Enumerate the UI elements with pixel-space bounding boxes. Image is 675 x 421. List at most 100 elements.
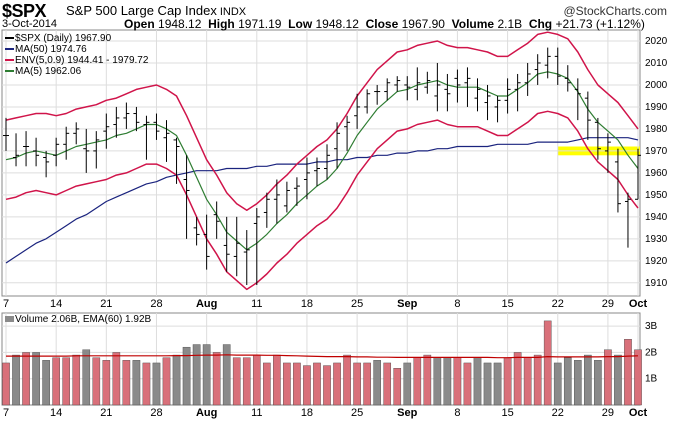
volume-value: 2.1B [497,17,523,31]
volume-bar [22,352,30,406]
legend-price: $SPX (Daily) 1967.90 [5,33,111,44]
price-tick-label: 1920 [645,256,668,267]
volume-x-tick-label: 25 [351,407,363,419]
volume-bar [403,362,412,406]
volume-bar [333,362,341,406]
ohlc-bar [614,148,621,213]
open-label: Open [124,17,155,31]
exchange-label: INDX [219,6,247,18]
volume-x-tick-label: 15 [501,407,513,419]
ohlc-bar [564,65,571,92]
price-x-tick-label: 15 [501,298,513,310]
ohlc-bar [464,67,471,107]
ma5-line [5,71,639,251]
ohlc-bar [133,106,140,132]
volume-bar [503,357,512,406]
ohlc-bar [494,95,501,123]
price-tick-label: 1970 [645,146,668,157]
volume-bar [323,365,331,406]
volume-bar [604,349,612,406]
index-name-text: S&P 500 Large Cap Index [66,3,217,18]
volume-x-tick-label: Sep [397,407,417,419]
ohlc-bar [303,157,310,200]
price-tick-label: 1910 [645,278,668,289]
price-x-tick-label: 8 [454,298,460,310]
ohlc-bar [334,122,341,169]
volume-bar [92,357,101,406]
volume-bar [443,357,452,406]
ma5-swatch [5,70,14,73]
ohlc-bar [354,93,361,129]
ohlc-bar [53,137,60,167]
price-tick-label: 1950 [645,190,668,201]
price-x-tick-label: 28 [150,298,162,310]
ma50-swatch [5,48,14,51]
ohlc-bar [434,62,441,112]
ohlc-bar [33,137,40,167]
ohlc-bar [173,137,180,184]
volume-swatch [5,316,14,323]
volume-bar [273,354,281,406]
ohlc-bar [193,216,200,246]
open-value: 1948.12 [158,17,202,31]
volume-x-tick-label: 29 [602,407,614,419]
ohlc-bar [344,115,351,151]
volume-bar [453,357,462,406]
legend-envelope-text: ENV(5,0.9) 1944.41 - 1979.72 [15,55,149,66]
stockcharts-brand[interactable]: @StockCharts.com [563,4,667,18]
volume-x-tick-label: 22 [552,407,564,419]
legend-ma50: MA(50) 1974.76 [5,44,87,55]
volume-x-tick-label: 7 [3,407,9,419]
price-x-tick-label: 18 [301,298,313,310]
volume-bar [483,362,492,406]
price-x-tick-label: 7 [3,298,9,310]
ohlc-bar [273,179,280,224]
volume-bar [543,320,552,406]
volume-bar [172,354,181,406]
volume-bar [52,357,60,406]
legend-ma50-text: MA(50) 1974.76 [15,44,87,55]
volume-bar [62,357,71,406]
ohlc-bar [404,76,411,101]
price-tick-label: 2010 [645,58,668,69]
volume-bar [353,362,361,406]
volume-bar [122,360,131,406]
ohlc-bar [263,192,270,228]
volume-bar [152,362,161,406]
ohlc-bar [183,155,190,239]
change-value: +21.73 (+1.12%) [555,17,645,31]
volume-bar [553,362,562,406]
ohlc-bar [374,84,381,105]
volume-x-tick-label: Oct [629,407,648,419]
price-x-tick-label: Oct [629,298,648,310]
ohlc-bar [554,47,561,85]
volume-bar [594,360,602,406]
volume-bar [313,362,321,406]
ohlc-bar [253,208,260,286]
price-tick-label: 1930 [645,234,668,245]
ohlc-bar [3,117,9,151]
ohlc-bar [283,181,290,213]
ohlc-bar [504,78,511,114]
envelope-lower-line [5,110,639,291]
volume-bar [202,344,211,406]
volume-bar [232,357,241,406]
volume-tick-label: 1B [645,374,658,385]
price-x-tick-label: 22 [552,298,564,310]
ohlc-bar [313,157,320,187]
legend-volume-text: Volume 2.06B, EMA(60) 1.92B [15,314,152,325]
volume-bar [413,357,422,406]
price-tick-label: 1980 [645,124,668,135]
volume-bar [212,352,221,406]
ohlc-bar [233,216,240,277]
volume-bar [222,344,231,406]
ohlc-bar [604,133,611,173]
ohlc-bar [594,117,601,160]
quote-summary: Open 1948.12 High 1971.19 Low 1948.12 Cl… [124,17,645,31]
volume-bar [343,354,351,406]
volume-bar [433,357,442,406]
price-x-tick-label: 21 [100,298,112,310]
volume-bar [162,357,171,406]
volume-bar [533,354,542,406]
ohlc-bar [73,122,80,145]
